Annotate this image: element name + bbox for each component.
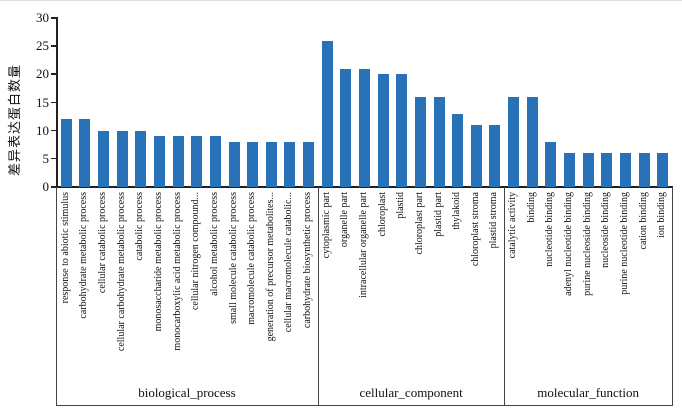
bar (489, 125, 501, 187)
x-axis-label: catabolic process (134, 192, 146, 261)
bar (154, 136, 165, 187)
bar (79, 119, 91, 187)
bar (116, 130, 128, 187)
bar (265, 141, 277, 187)
x-axis-label: macromolecule catabolic process (246, 192, 258, 325)
bottom-border (56, 405, 673, 406)
x-axis-label: catalytic activity (507, 192, 519, 259)
x-axis-label: carbohydrate metabolic process (78, 192, 90, 319)
x-axis-label: cation binding (637, 192, 649, 250)
x-axis-label: chloroplast (376, 192, 388, 237)
y-tick-label: 0 (42, 179, 50, 194)
bar (508, 96, 520, 187)
bar (172, 136, 184, 187)
y-axis (56, 17, 58, 187)
bar (638, 153, 650, 187)
bar (657, 153, 669, 187)
bar (601, 153, 613, 187)
x-axis-label: plastid (395, 192, 407, 219)
x-axis-label: plastid stroma (488, 192, 500, 249)
x-axis-label: nucleoside binding (600, 192, 612, 268)
x-axis-label: plastid part (432, 192, 444, 237)
bar (433, 96, 445, 187)
group-label: cellular_component (359, 385, 463, 400)
x-axis-label: purine nucleoside binding (581, 192, 593, 296)
bar (98, 130, 110, 187)
x-axis-label: purine nucleotide binding (618, 192, 630, 295)
x-axis-label: carbohydrate biosynthetic process (302, 192, 314, 329)
y-tick-mark (51, 17, 56, 19)
bar (452, 113, 464, 187)
y-tick-label: 25 (36, 38, 49, 54)
x-axis-label: thylakoid (451, 192, 463, 230)
bar (414, 96, 426, 187)
x-axis-label: monosaccharide metabolic process (153, 192, 164, 332)
x-axis-label: cytoplasmic part (320, 192, 332, 259)
bar (526, 96, 538, 187)
y-tick-mark (51, 45, 56, 47)
bar (396, 74, 408, 187)
y-tick-label: 15 (36, 94, 49, 110)
x-axis-label: nucleotide binding (544, 192, 556, 267)
x-axis-label: small molecule catabolic process (227, 192, 239, 324)
bar (470, 125, 482, 187)
x-axis-label: alcohol metabolic process (208, 192, 220, 296)
y-tick-label: 10 (36, 122, 49, 138)
bar (564, 153, 575, 187)
x-axis-label: ion binding (656, 192, 668, 238)
group-separator (317, 187, 319, 406)
y-tick-mark (51, 129, 56, 132)
bar (60, 119, 72, 187)
y-tick-mark (51, 186, 56, 188)
group-separator (504, 187, 506, 406)
bar (209, 136, 221, 187)
x-axis-label: intracellular organelle part (358, 192, 369, 298)
group-label: molecular_function (537, 385, 640, 400)
x-axis-label: cellular carbohydrate metabolic process (115, 192, 127, 352)
bar (582, 153, 594, 187)
y-tick-label: 20 (36, 66, 49, 82)
bar (359, 68, 370, 187)
x-axis-label: chloroplast part (413, 192, 425, 255)
y-tick-mark (51, 73, 56, 75)
x-axis-label: adenyl nucleotide binding (563, 192, 574, 296)
x-axis-label: cellular macromolecule catabolic... (283, 192, 295, 333)
bar (321, 40, 333, 187)
bar (284, 141, 296, 187)
x-axis-label: binding (525, 192, 537, 223)
y-tick-label: 5 (42, 150, 50, 166)
y-tick-label: 30 (36, 10, 49, 25)
bar (340, 68, 352, 187)
group-label: biological_process (138, 385, 236, 400)
group-separator (672, 187, 673, 406)
x-axis-label: organelle part (339, 192, 351, 248)
x-axis-label: chloroplast stroma (469, 192, 481, 267)
x-axis-label: generation of precursor metabolites... (264, 192, 276, 342)
bar (303, 141, 315, 187)
bar (545, 141, 557, 187)
bar (228, 141, 240, 187)
y-tick-mark (51, 101, 56, 103)
bar (247, 141, 259, 187)
bar (619, 153, 631, 187)
x-axis-label: cellular catabolic process (97, 192, 109, 294)
group-separator (56, 187, 57, 406)
y-tick-mark (51, 157, 56, 160)
x-axis-label: response to abiotic stimulus (59, 192, 71, 304)
x-axis-label: cellular nitrogen compound... (190, 192, 202, 311)
bar (191, 136, 203, 187)
x-axis-label: monocarboxylic acid metabolic process (171, 192, 183, 351)
bar (135, 130, 147, 187)
bar (377, 74, 389, 187)
